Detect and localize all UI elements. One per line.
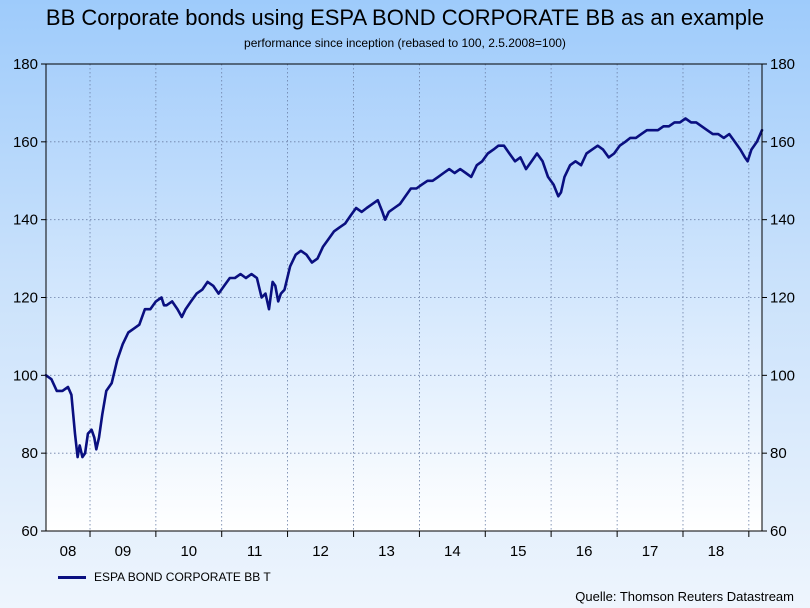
y-tick-label: 180 [770,56,795,73]
y-tick-labels-right: 60 80 100 120 140 160 180 [770,56,795,540]
series-lines [44,117,764,459]
y-tick-label: 140 [13,212,38,229]
x-tick-label: 08 [60,543,77,560]
series-line [44,117,764,459]
y-tick-label: 100 [13,367,38,384]
x-tick-label: 18 [708,543,725,560]
y-tick-label: 120 [13,290,38,307]
y-tick-label: 100 [770,367,795,384]
y-tick-label: 60 [21,523,38,540]
plot-frame [45,63,763,532]
y-tick-label: 120 [770,290,795,307]
legend-swatch [58,575,86,579]
x-tick-label: 14 [444,543,461,560]
x-tick-label: 15 [510,543,527,560]
x-tick-labels: 08 09 10 11 12 13 14 15 16 17 18 [60,543,725,560]
legend: ESPA BOND CORPORATE BB T [58,569,271,585]
grid-lines [41,63,767,537]
y-tick-label: 60 [770,523,787,540]
y-tick-label: 140 [770,212,795,229]
y-tick-label: 160 [770,134,795,151]
source-note: Quelle: Thomson Reuters Datastream [575,589,794,604]
y-tick-label: 80 [770,445,787,462]
x-tick-label: 17 [642,543,659,560]
chart-title: BB Corporate bonds using ESPA BOND CORPO… [45,5,765,30]
x-tick-label: 11 [247,543,263,560]
y-tick-labels-left: 60 80 100 120 140 160 180 [13,56,38,540]
x-tick-label: 13 [378,543,395,560]
x-tick-label: 16 [576,543,593,560]
y-tick-label: 180 [13,56,38,73]
x-tick-label: 12 [312,543,329,560]
y-tick-label: 160 [13,134,38,151]
y-tick-label: 80 [21,445,38,462]
legend-label: ESPA BOND CORPORATE BB T [94,570,271,584]
x-tick-label: 09 [115,543,132,560]
plot-border [45,63,763,532]
x-tick-label: 10 [180,543,197,560]
chart-subtitle: performance since inception (rebased to … [244,36,566,50]
